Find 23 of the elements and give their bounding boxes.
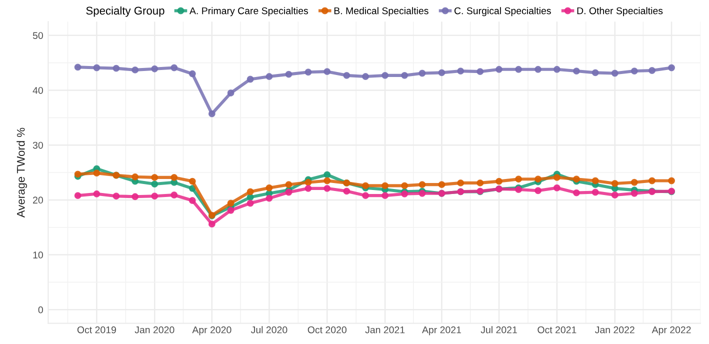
x-tick-label: Apr 2022 [652,326,691,336]
x-tick-label: Jan 2020 [134,326,174,334]
y-axis-title: Average TWord % [16,128,27,218]
y-tick-label: 40 [32,86,43,94]
y-tick-label: 20 [33,196,43,204]
y-tick-label: 30 [32,142,43,149]
legend-title: Specialty Group [86,6,164,17]
legend-label: B. Medical Specialties [334,7,428,16]
legend-label: D. Other Specialties [577,7,663,16]
x-tick-label: Jan 2022 [595,326,634,334]
x-tick-label: Oct 2019 [77,326,116,334]
legend-label: C. Surgical Specialties [454,7,551,16]
x-tick-label: Jul 2021 [480,326,517,334]
y-tick-label: 50 [32,32,43,40]
x-tick-label: Oct 2021 [538,326,576,334]
y-tick-label: 0 [38,306,43,314]
x-tick-label: Apr 2021 [422,326,461,336]
x-tick-label: Jan 2021 [365,326,405,334]
x-tick-label: Oct 2020 [308,326,346,334]
x-tick-label: Jul 2020 [250,326,288,334]
y-tick-label: 10 [33,252,43,258]
x-tick-label: Apr 2020 [192,326,232,336]
legend-label: A. Primary Care Specialties [190,7,308,16]
